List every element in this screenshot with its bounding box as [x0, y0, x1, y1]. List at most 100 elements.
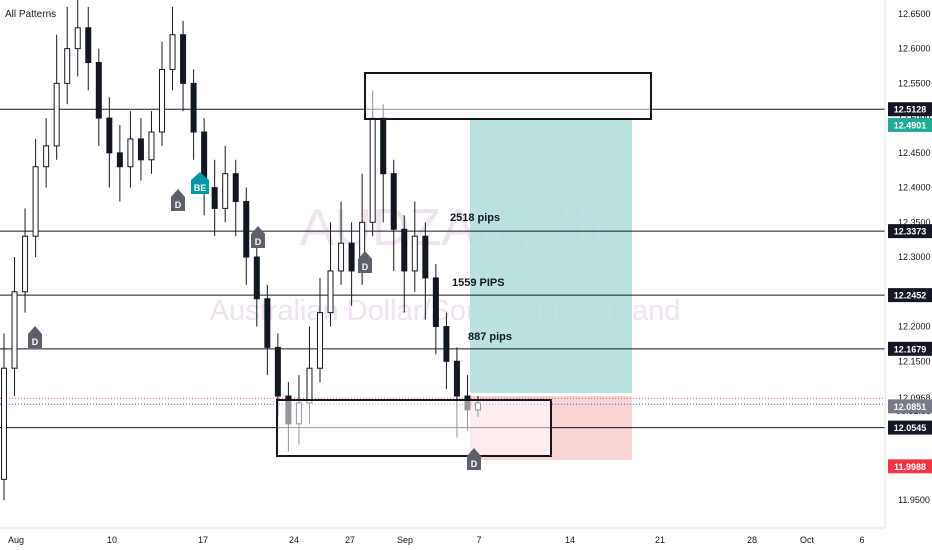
x-tick-label: 10 [107, 535, 117, 545]
price-tag[interactable]: 12.2452 [888, 288, 932, 303]
candle [432, 264, 439, 355]
d-marker[interactable]: D [171, 189, 185, 211]
marker-label: D [362, 262, 369, 272]
price-tag[interactable]: 12.0545 [888, 420, 932, 435]
marker-label: D [471, 459, 478, 469]
candle [338, 201, 345, 285]
x-tick-label: Sep [397, 535, 413, 545]
candle [253, 243, 260, 327]
annotation-2518[interactable]: 2518 pips [450, 212, 500, 224]
candle [53, 34, 60, 160]
annotation-887[interactable]: 887 pips [468, 331, 512, 343]
x-tick-label: 7 [476, 535, 481, 545]
supply-demand-boxes [276, 72, 652, 457]
marker-label: D [255, 237, 262, 247]
candle [211, 159, 218, 237]
candle [243, 187, 250, 285]
y-tick-label: 12.6000 [898, 44, 931, 54]
price-tag-value: 12.2452 [894, 291, 927, 301]
candle [317, 277, 323, 383]
pip-annotations: 2518 pips 1559 PIPS 887 pips [450, 212, 512, 343]
candle [422, 222, 429, 320]
d-marker[interactable]: D [467, 448, 481, 470]
marker-label: D [175, 200, 182, 210]
price-tag-value: 12.1679 [894, 344, 927, 354]
x-tick-label: 17 [198, 535, 208, 545]
x-tick-label: Aug [8, 535, 24, 545]
x-tick-label: 24 [289, 535, 299, 545]
be-marker[interactable]: BE [191, 172, 209, 194]
candle [180, 20, 187, 112]
marker-label: D [32, 337, 39, 347]
x-tick-label: Oct [800, 535, 815, 545]
candle [148, 111, 155, 174]
y-tick-label: 12.5500 [898, 78, 931, 88]
candle [327, 222, 334, 327]
d-marker[interactable]: D [28, 326, 42, 348]
marker-label: BE [194, 183, 207, 193]
candle [190, 69, 197, 160]
y-tick-label: 12.3000 [898, 252, 931, 262]
candle [11, 257, 18, 396]
candle [348, 222, 355, 306]
candle [64, 6, 71, 105]
price-tag[interactable]: 12.5128 [888, 102, 932, 117]
price-axis[interactable]: 12.650012.600012.550012.500012.450012.40… [884, 0, 932, 528]
price-tag[interactable]: 11.9988 [888, 459, 932, 474]
candle [95, 48, 102, 146]
y-tick-label: 12.1500 [898, 356, 931, 366]
y-tick-label: 12.2000 [898, 322, 931, 332]
candle [32, 138, 39, 258]
candle [159, 41, 165, 146]
candle [401, 215, 408, 313]
price-tag[interactable]: 12.4901 [888, 117, 932, 132]
annotation-1559[interactable]: 1559 PIPS [452, 277, 505, 289]
y-tick-label: 12.4500 [898, 148, 931, 158]
candle [201, 118, 208, 216]
time-axis[interactable]: Aug 10 17 24 27 Sep 7 14 21 28 Oct 6 [0, 527, 932, 550]
price-tag[interactable]: 12.0851 [888, 399, 932, 414]
candle [137, 118, 144, 181]
candle [264, 284, 271, 376]
candle [74, 0, 81, 77]
candle [390, 159, 397, 271]
candle [222, 145, 229, 223]
price-tag[interactable]: 12.1679 [888, 341, 932, 356]
y-tick-label: 12.4000 [898, 183, 931, 193]
x-tick-label: 27 [345, 535, 355, 545]
price-tag-value: 11.9988 [894, 462, 926, 472]
candle [43, 118, 50, 188]
candle [85, 6, 92, 91]
profit-zone[interactable] [470, 120, 632, 393]
d-marker[interactable]: D [358, 251, 372, 273]
y-tick-label: 12.3500 [898, 217, 931, 227]
candle [22, 208, 29, 313]
d-marker[interactable]: D [251, 226, 265, 248]
candle [116, 125, 123, 202]
price-tag-value: 12.0851 [894, 402, 927, 412]
price-tag-value: 12.5128 [894, 105, 927, 115]
supply-zone-box[interactable] [364, 72, 652, 120]
candle [127, 111, 134, 188]
candle [169, 6, 176, 91]
y-tick-label: 11.9500 [898, 495, 930, 505]
candle [443, 312, 450, 390]
price-tag-value: 12.0545 [894, 423, 927, 433]
candle [106, 97, 113, 188]
candle [411, 201, 418, 292]
price-tag-value: 12.4901 [894, 120, 927, 130]
candle [1, 333, 7, 501]
y-tick-label: 12.0968 [898, 393, 931, 403]
y-tick-label: 12.6500 [898, 9, 931, 19]
x-tick-label: 21 [655, 535, 665, 545]
pattern-markers: D BE D D D D [28, 172, 481, 470]
price-tag-value: 12.3373 [894, 227, 927, 237]
price-tag[interactable]: 12.3373 [888, 224, 932, 239]
x-tick-label: 14 [565, 535, 575, 545]
x-tick-label: 6 [859, 535, 864, 545]
x-tick-label: 28 [747, 535, 757, 545]
demand-zone-box[interactable] [276, 399, 552, 457]
candle [232, 159, 239, 237]
all-patterns-label[interactable]: All Patterns [5, 9, 56, 20]
